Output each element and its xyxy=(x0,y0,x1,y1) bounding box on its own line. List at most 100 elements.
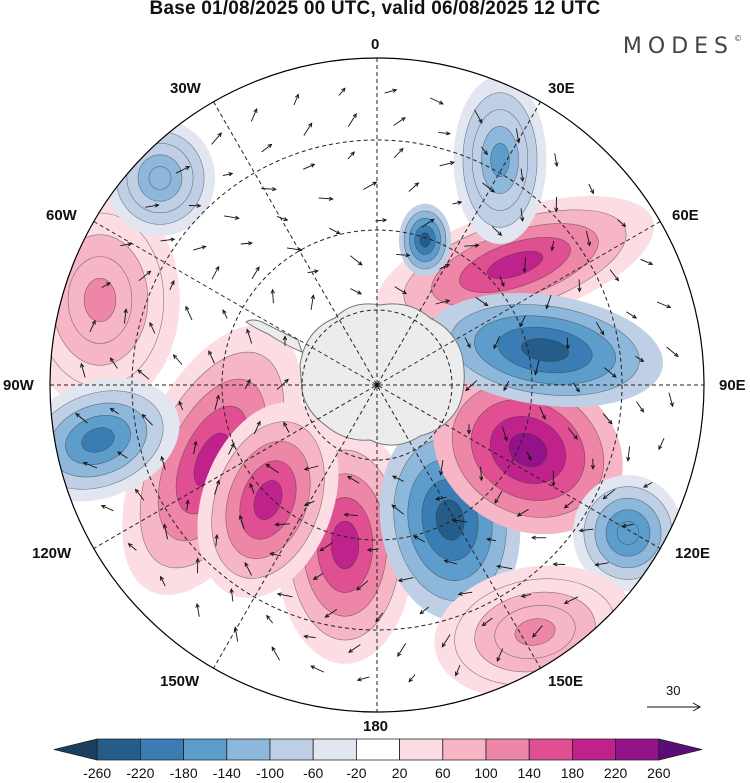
wind-arrow xyxy=(261,143,273,153)
wind-arrow xyxy=(137,369,150,380)
wind-arrow xyxy=(347,475,360,484)
colorbar-tick-label: -220 xyxy=(126,765,155,781)
lon-label-60w: 60W xyxy=(46,207,77,224)
wind-arrow xyxy=(250,108,258,122)
wind-arrow xyxy=(283,421,290,433)
wind-arrow xyxy=(363,181,378,190)
wind-arrow xyxy=(531,535,547,540)
wind-arrow xyxy=(658,438,665,451)
wind-arrow xyxy=(520,168,525,183)
wind-arrow xyxy=(435,496,447,501)
wind-arrow xyxy=(178,400,184,411)
wind-arrow xyxy=(595,321,605,336)
wind-arrow xyxy=(356,580,369,591)
wind-arrow xyxy=(214,394,220,411)
colorbar-swatch xyxy=(183,738,228,761)
wind-arrow xyxy=(160,237,176,242)
colorbar-tick-label: -60 xyxy=(303,765,324,781)
wind-arrow xyxy=(590,458,596,470)
wind-arrow xyxy=(577,279,582,293)
wind-arrow xyxy=(328,227,341,235)
wind-arrow xyxy=(567,427,578,440)
wind-arrow xyxy=(303,465,319,471)
wind-arrow xyxy=(271,646,280,661)
wind-arrow xyxy=(249,482,255,494)
wind-arrow xyxy=(430,97,444,105)
lon-label-0: 0 xyxy=(371,36,380,53)
wind-arrow xyxy=(109,408,119,415)
wind-arrow xyxy=(635,355,645,362)
colorbar-tick-label: 140 xyxy=(517,765,541,781)
colorbar-tick-label: 260 xyxy=(647,765,671,781)
wind-arrow xyxy=(550,240,555,252)
wind-arrow xyxy=(169,280,175,291)
wind-arrow xyxy=(224,215,240,220)
wind-arrow xyxy=(496,648,504,662)
wind-arrow xyxy=(539,406,546,420)
wind-arrow xyxy=(266,614,274,624)
wind-arrow xyxy=(303,163,316,170)
colorbar-swatch xyxy=(139,738,185,761)
wind-arrow xyxy=(109,357,118,369)
wind-arrow xyxy=(324,609,338,618)
south-pole-marker xyxy=(375,383,379,387)
wind-arrow xyxy=(534,359,540,376)
colorbar-swatch xyxy=(355,738,401,761)
wind-arrow xyxy=(145,203,160,208)
wind-arrow xyxy=(303,634,316,639)
wind-arrow xyxy=(222,309,228,319)
wind-arrow xyxy=(643,482,653,488)
wind-arrow xyxy=(554,153,559,168)
lon-label-30w: 30W xyxy=(170,80,201,97)
graticule xyxy=(50,58,704,712)
colorbar xyxy=(53,738,703,761)
wind-arrow xyxy=(666,346,679,358)
wind-arrow xyxy=(307,269,319,274)
wind-arrow xyxy=(452,200,463,205)
wind-arrow xyxy=(520,208,525,223)
lon-label-150w: 150W xyxy=(160,673,200,690)
colorbar-tick-label: -180 xyxy=(169,765,198,781)
wind-arrow xyxy=(193,245,207,251)
wind-arrow xyxy=(394,286,407,295)
lon-label-90e: 90E xyxy=(719,377,746,394)
wind-arrow xyxy=(438,460,444,476)
wind-arrow xyxy=(466,424,472,435)
colorbar-tick-label: 20 xyxy=(391,765,408,781)
wind-arrow xyxy=(195,557,200,574)
colorbar-swatch xyxy=(96,738,141,761)
wind-arrow xyxy=(117,451,128,459)
wind-arrow xyxy=(604,367,617,378)
colorbar-tick-label: -260 xyxy=(83,765,112,781)
wind-arrow xyxy=(312,573,324,580)
wind-arrow xyxy=(480,146,488,156)
anomaly-low-indian-ocean xyxy=(427,292,663,408)
wind-arrow xyxy=(563,500,574,509)
wind-arrow xyxy=(100,504,114,512)
map-boundary xyxy=(49,57,705,713)
wind-arrow xyxy=(89,319,96,332)
wind-arrow xyxy=(343,512,358,517)
colorbar-tick-label: -20 xyxy=(346,765,367,781)
lon-label-90w: 90W xyxy=(3,377,34,394)
wind-arrow xyxy=(578,528,594,533)
wind-arrow xyxy=(397,577,414,583)
wind-arrow xyxy=(441,634,451,648)
wind-arrow xyxy=(594,562,609,567)
wind-arrow xyxy=(493,336,501,350)
wind-arrow xyxy=(123,308,128,324)
wind-arrow xyxy=(565,337,570,350)
wind-arrow xyxy=(141,413,153,426)
antarctica-landmass xyxy=(245,303,465,446)
wind-arrow xyxy=(585,230,592,247)
wind-arrow xyxy=(526,451,532,461)
wind-arrow xyxy=(486,537,496,542)
wind-arrow xyxy=(238,514,245,530)
wind-arrow xyxy=(160,455,166,470)
colorbar-tick-label: 220 xyxy=(603,765,628,781)
wind-arrow xyxy=(149,321,156,334)
wind-arrow xyxy=(481,617,493,627)
wind-arrow xyxy=(338,87,346,96)
page-title: Base 01/08/2025 00 UTC, valid 06/08/2025… xyxy=(149,0,601,19)
wind-arrow xyxy=(626,311,637,319)
